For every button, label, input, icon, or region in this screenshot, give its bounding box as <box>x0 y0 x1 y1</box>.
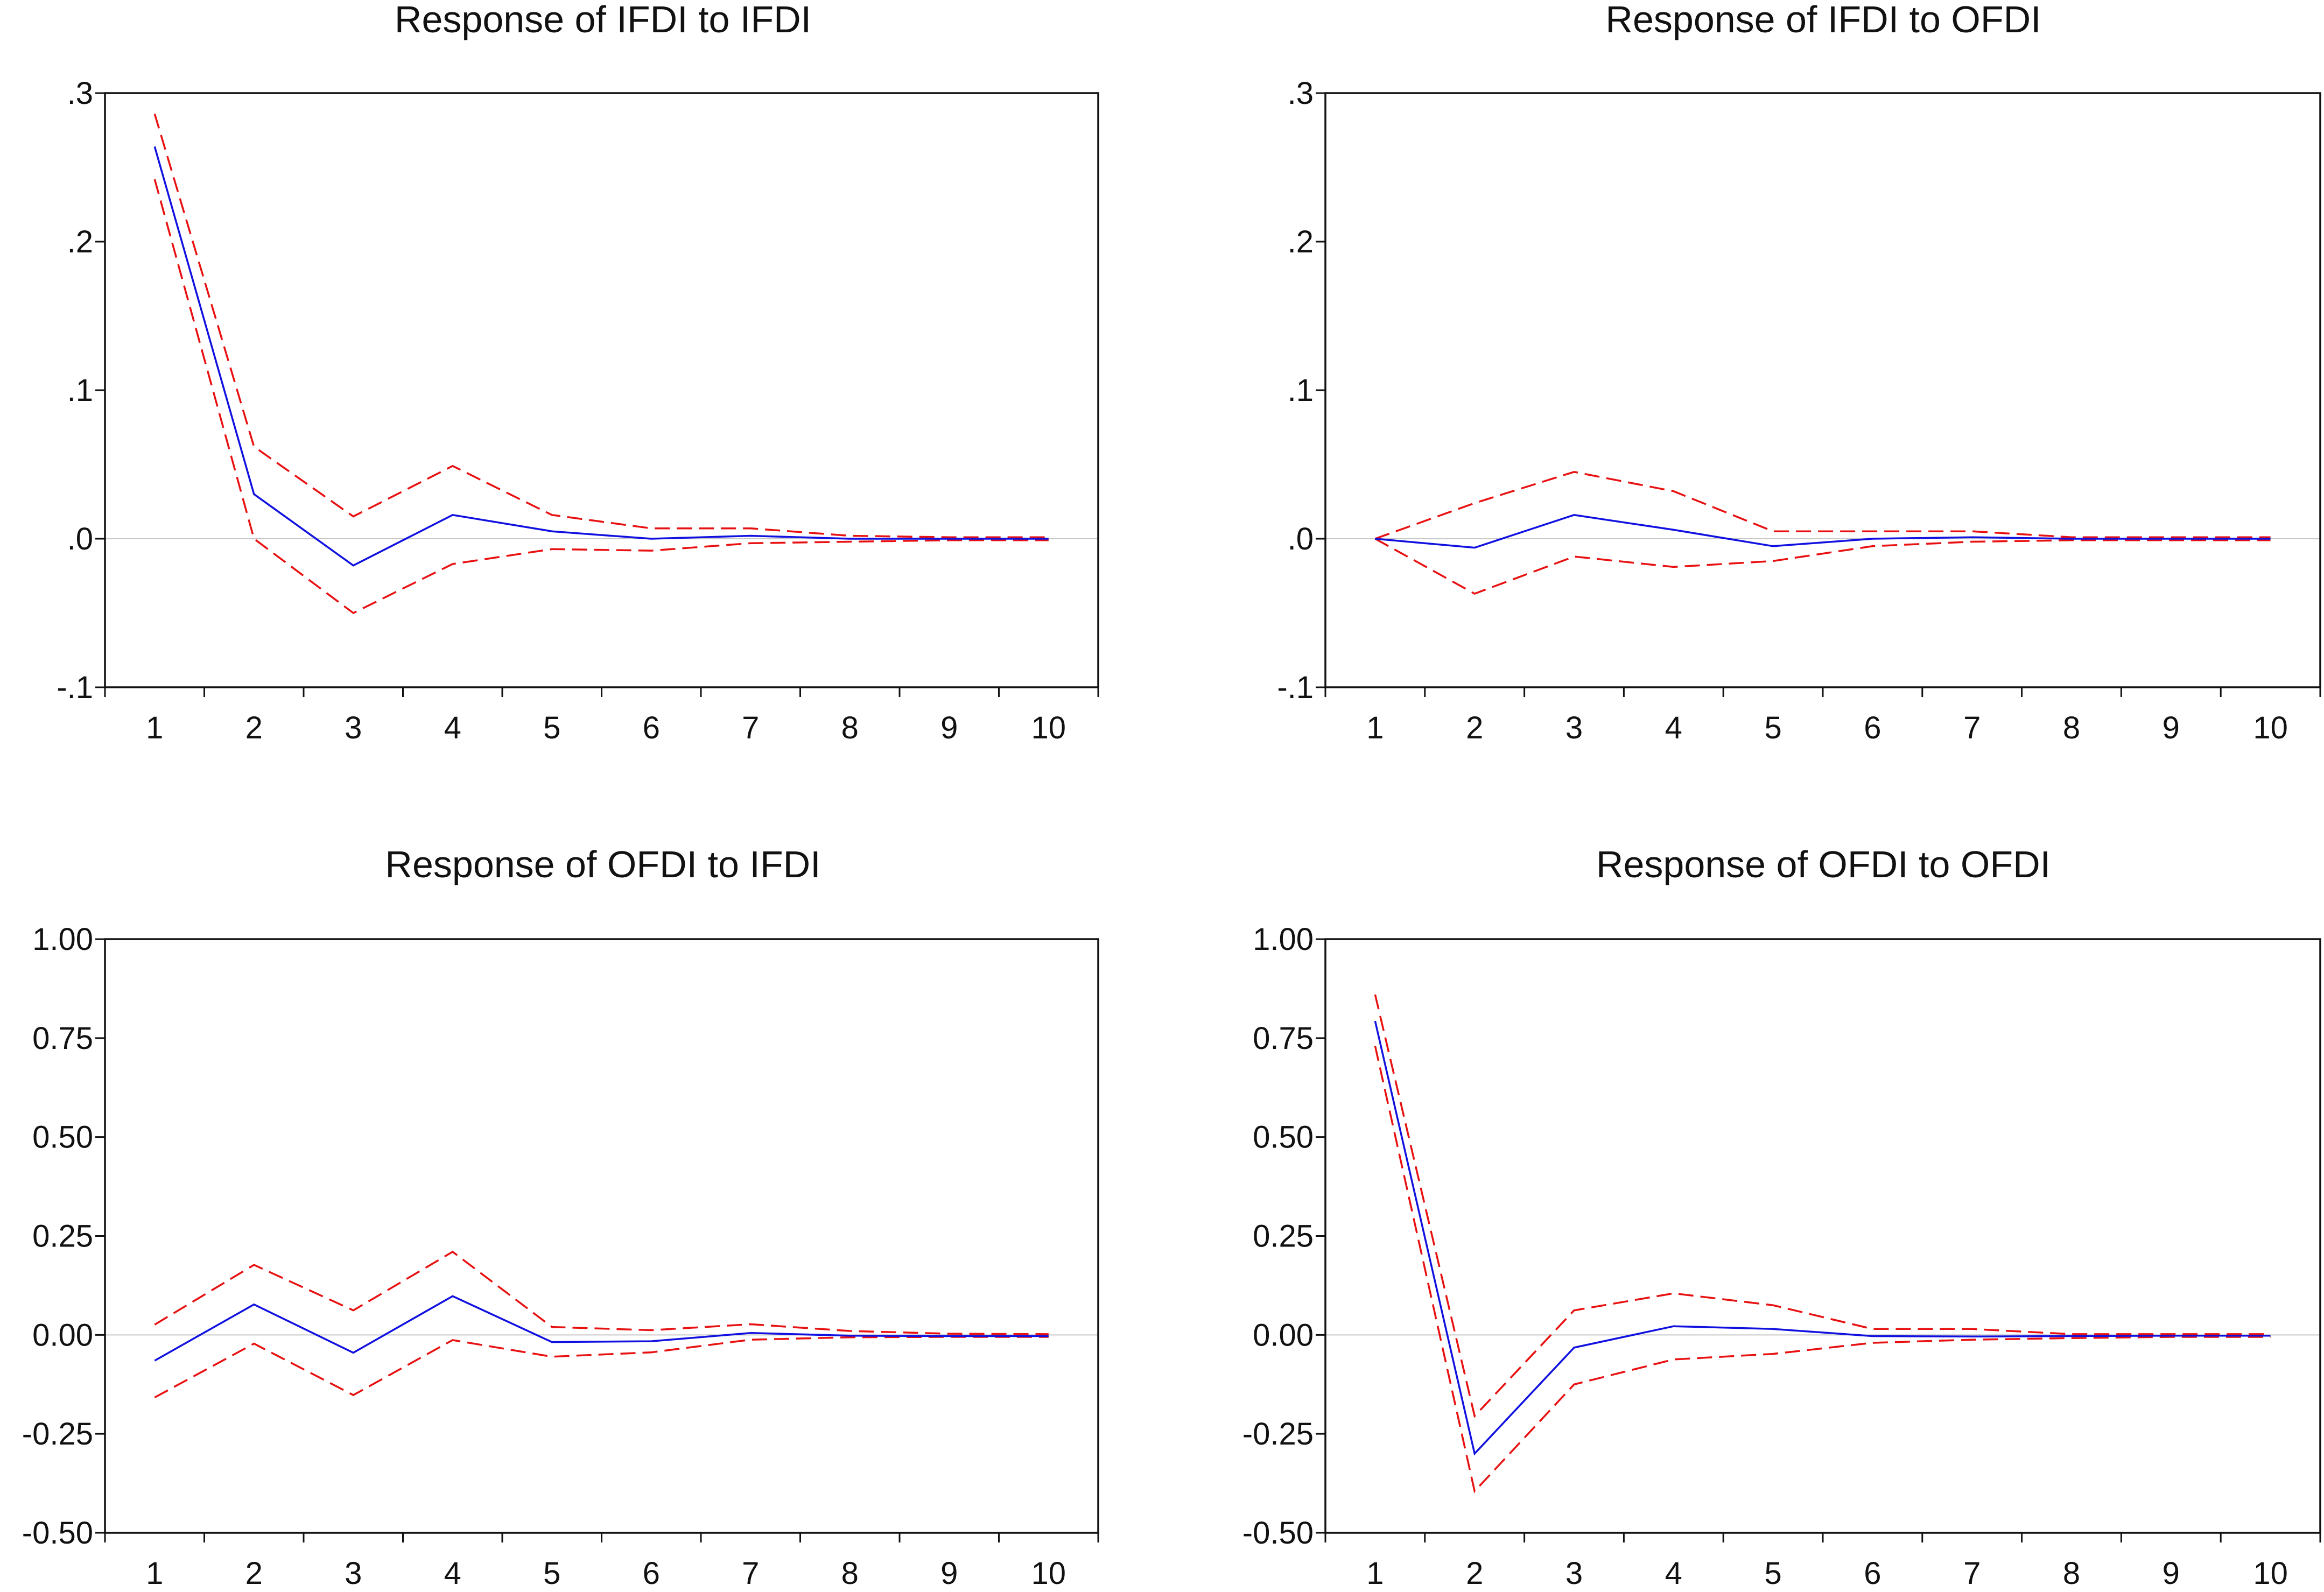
x-tick-label: 3 <box>1565 710 1583 745</box>
confidence-band-upper <box>1374 994 2271 1418</box>
x-tick-label: 8 <box>2063 1556 2080 1591</box>
confidence-band-upper <box>154 1250 1049 1335</box>
plot-frame <box>104 92 1099 688</box>
y-tick-label: .3 <box>1288 76 1314 111</box>
x-tick-label: 4 <box>444 1556 461 1591</box>
y-tick-label: 0.00 <box>1253 1318 1314 1353</box>
x-tick-label: 4 <box>1665 710 1682 745</box>
x-tick-label: 1 <box>1366 710 1384 745</box>
y-tick-label: .2 <box>67 224 93 259</box>
y-tick-label: 0.00 <box>32 1318 93 1353</box>
y-tick-label: 1.00 <box>1253 922 1314 957</box>
chart-panel-1: Response of IFDI to IFDI -.1 .0 .1 .2 .3 1 2 3 4 5… <box>57 0 1099 745</box>
x-tick-label: 2 <box>245 710 263 745</box>
plot-frame <box>1324 92 2321 688</box>
x-tick-label: 6 <box>643 1556 660 1591</box>
confidence-band-lower <box>154 1336 1049 1399</box>
y-tick-label: .0 <box>67 522 93 557</box>
plot-frame <box>1324 938 2321 1534</box>
y-tick-label: .0 <box>1288 522 1314 557</box>
chart-title: Response of OFDI to IFDI <box>385 843 820 885</box>
y-tick-label: .1 <box>67 373 93 408</box>
x-tick-label: 5 <box>543 1556 560 1591</box>
confidence-band-lower <box>1374 538 2271 595</box>
x-tick-label: 2 <box>245 1556 263 1591</box>
y-tick-label: .3 <box>67 76 93 111</box>
x-tick-label: 9 <box>2162 1556 2180 1591</box>
x-tick-label: 2 <box>1466 710 1483 745</box>
x-tick-label: 5 <box>543 710 560 745</box>
plot-frame <box>104 938 1099 1534</box>
y-tick-label: 0.50 <box>1253 1120 1314 1155</box>
x-tick-label: 3 <box>1565 1556 1583 1591</box>
y-tick-label: .1 <box>1288 373 1314 408</box>
y-tick-label: -0.50 <box>1242 1516 1314 1551</box>
x-tick-label: 6 <box>643 710 660 745</box>
x-tick-label: 6 <box>1864 1556 1881 1591</box>
x-tick-label: 9 <box>940 1556 958 1591</box>
y-tick-label: 0.25 <box>1253 1219 1314 1254</box>
x-tick-label: 3 <box>345 1556 362 1591</box>
x-tick-label: 1 <box>146 710 163 745</box>
impulse-response-line <box>154 1295 1049 1362</box>
impulse-response-line <box>1374 1020 2271 1456</box>
confidence-band-lower <box>1374 1046 2271 1494</box>
y-tick-label: -.1 <box>57 670 93 705</box>
y-tick-label: 0.75 <box>1253 1021 1314 1056</box>
x-tick-label: 6 <box>1864 710 1881 745</box>
x-tick-label: 10 <box>2253 710 2288 745</box>
x-tick-label: 7 <box>742 710 759 745</box>
x-tick-label: 4 <box>444 710 461 745</box>
y-tick-label: -.1 <box>1277 670 1314 705</box>
x-tick-label: 9 <box>2162 710 2180 745</box>
chart-panel-3: Response of OFDI to IFDI -0.50 -0.25 0.00 0.… <box>22 843 1099 1591</box>
x-tick-label: 7 <box>1963 710 1981 745</box>
x-tick-label: 2 <box>1466 1556 1483 1591</box>
chart-title: Response of IFDI to IFDI <box>395 0 811 40</box>
x-tick-label: 5 <box>1764 710 1781 745</box>
chart-panel-4: Response of OFDI to OFDI -0.50 -0.25 0.00 0.… <box>1242 843 2321 1591</box>
x-tick-label: 10 <box>1031 710 1066 745</box>
x-tick-label: 1 <box>146 1556 163 1591</box>
y-tick-label: -0.25 <box>1242 1417 1314 1452</box>
x-tick-label: 8 <box>2063 710 2080 745</box>
confidence-band-lower <box>153 179 1049 615</box>
x-tick-label: 7 <box>742 1556 759 1591</box>
x-tick-label: 10 <box>1031 1556 1066 1591</box>
y-tick-label: 1.00 <box>32 922 93 957</box>
y-tick-label: 0.25 <box>32 1219 93 1254</box>
chart-title: Response of OFDI to OFDI <box>1596 843 2051 885</box>
impulse-response-line <box>153 146 1049 567</box>
x-tick-label: 8 <box>841 1556 859 1591</box>
x-tick-label: 3 <box>345 710 362 745</box>
x-tick-label: 5 <box>1764 1556 1781 1591</box>
confidence-band-upper <box>153 114 1049 538</box>
y-tick-label: .2 <box>1288 224 1314 259</box>
y-tick-label: -0.50 <box>22 1516 93 1551</box>
impulse-response-line <box>1375 514 2271 549</box>
x-tick-label: 8 <box>841 710 859 745</box>
x-tick-label: 10 <box>2253 1556 2288 1591</box>
chart-panel-2: Response of IFDI to OFDI -.1 .0 .1 .2 .3 1 2 3 4 5… <box>1277 0 2321 745</box>
confidence-band-upper <box>1374 470 2271 540</box>
x-tick-label: 7 <box>1963 1556 1981 1591</box>
y-tick-label: 0.50 <box>32 1120 93 1155</box>
x-tick-label: 4 <box>1665 1556 1682 1591</box>
chart-title: Response of IFDI to OFDI <box>1605 0 2041 40</box>
x-tick-label: 9 <box>940 710 958 745</box>
y-tick-label: -0.25 <box>22 1417 93 1452</box>
y-tick-label: 0.75 <box>32 1021 93 1056</box>
x-tick-label: 1 <box>1366 1556 1384 1591</box>
